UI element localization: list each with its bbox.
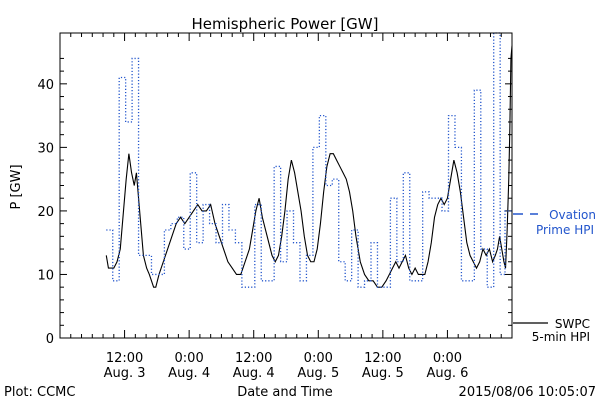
ovation-prime-series-line — [106, 32, 512, 288]
y-tick-label: 20 — [37, 205, 54, 220]
footer-timestamp: 2015/08/06 10:05:07 — [459, 385, 596, 400]
x-tick-sublabel: Aug. 4 — [168, 366, 210, 381]
x-tick-sublabel: Aug. 4 — [233, 366, 275, 381]
x-tick-label: 12:00 — [235, 351, 272, 366]
x-tick-label: 0:00 — [175, 351, 204, 366]
swpc-series-line — [105, 45, 513, 288]
ovation-legend-label: Prime HPI — [536, 223, 594, 237]
footer-credit: Plot: CCMC — [4, 385, 75, 400]
y-axis-label: P [GW] — [9, 164, 24, 209]
x-tick-label: 12:00 — [364, 351, 401, 366]
y-tick-label: 40 — [37, 78, 54, 93]
series-lines — [105, 32, 513, 288]
swpc-legend-label: SWPC — [555, 317, 590, 331]
x-tick-sublabel: Aug. 5 — [297, 366, 339, 381]
x-tick-label: 12:00 — [106, 351, 143, 366]
swpc-legend-label: 5-min HPI — [532, 330, 590, 344]
y-tick-label: 30 — [37, 141, 54, 156]
chart-title: Hemispheric Power [GW] — [192, 15, 379, 33]
x-tick-label: 0:00 — [304, 351, 333, 366]
y-tick-label: 10 — [37, 268, 54, 283]
x-axis-label: Date and Time — [237, 385, 333, 400]
x-tick-label: 0:00 — [433, 351, 462, 366]
x-tick-sublabel: Aug. 6 — [426, 366, 468, 381]
x-tick-sublabel: Aug. 5 — [362, 366, 404, 381]
y-tick-label: 0 — [46, 332, 54, 347]
plot-frame — [59, 32, 513, 339]
x-tick-sublabel: Aug. 3 — [104, 366, 146, 381]
ovation-legend-label: Ovation — [549, 208, 596, 222]
